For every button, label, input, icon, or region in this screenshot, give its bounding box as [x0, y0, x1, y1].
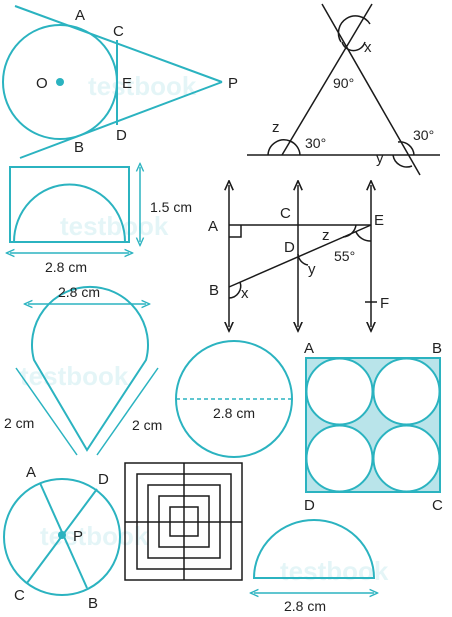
label-c-chords: C: [14, 587, 25, 604]
label-d-chords: D: [98, 471, 109, 488]
label-cone-left: 2 cm: [4, 415, 34, 431]
label-y: y: [376, 150, 384, 167]
chord-circle: [3, 478, 121, 596]
angle-arc-x: [337, 15, 371, 43]
center-point-o: [56, 78, 64, 86]
square-circles-figure: A B D C: [304, 340, 443, 514]
watermark-text-5: testbook: [40, 521, 149, 551]
cone-right-dimension: [96, 367, 159, 456]
circle-top-left: [305, 357, 374, 426]
right-angle-mark: [229, 225, 242, 238]
cone-outline: [31, 285, 149, 452]
label-a: A: [75, 7, 85, 24]
tangent-line-upper: [14, 5, 223, 83]
cone-figure: 2.8 cm 2 cm 2 cm: [4, 284, 162, 456]
label-d-square: D: [304, 497, 315, 514]
angle-arc-y: [392, 154, 413, 168]
angle-arc-55: [355, 231, 372, 242]
rectangle: [9, 166, 130, 243]
parallel-lines-figure: A C E D z 55° y B x F: [208, 185, 389, 327]
angle-arc-30-left: [289, 140, 301, 156]
rectangle-semicircle-figure: 1.5 cm 2.8 cm: [10, 167, 192, 275]
watermark-text-1: testbook: [88, 71, 197, 101]
label-d-parallel: D: [284, 239, 295, 256]
label-a-chords: A: [26, 464, 36, 481]
circle-chords-figure: A D P C B: [3, 464, 121, 612]
semicircle-figure: 2.8 cm: [252, 519, 376, 614]
label-diameter: 2.8 cm: [213, 405, 255, 421]
label-b-square: B: [432, 340, 442, 357]
label-x: x: [364, 39, 372, 56]
label-e-parallel: E: [374, 212, 384, 229]
label-30-right: 30°: [413, 127, 434, 143]
cone-left-dimension: [15, 367, 78, 456]
label-cone-width: 2.8 cm: [58, 284, 100, 300]
circle-bottom-right: [372, 424, 441, 493]
label-c-parallel: C: [280, 205, 291, 222]
label-b-parallel: B: [209, 282, 219, 299]
left-slanted-line: [281, 3, 373, 156]
angle-arc-90: [341, 41, 366, 52]
label-e: E: [122, 75, 132, 92]
angle-arc-z-parallel: [342, 224, 357, 238]
label-z-parallel: z: [322, 227, 330, 244]
label-d: D: [116, 127, 127, 144]
nested-squares-figure: [124, 462, 243, 581]
tangent-circle-figure: A C O E P D B: [2, 5, 238, 159]
watermark-text-2: testbook: [60, 211, 169, 241]
label-semicircle-width: 2.8 cm: [284, 598, 326, 614]
label-o: O: [36, 75, 48, 92]
watermark-text-6: testbook: [280, 556, 389, 586]
label-30-left: 30°: [305, 135, 326, 151]
label-x-parallel: x: [241, 285, 249, 302]
label-b-chords: B: [88, 595, 98, 612]
intersection-point-p: [58, 531, 66, 539]
label-height-dim: 1.5 cm: [150, 199, 192, 215]
angle-lines-figure: x 90° z 30° 30° y: [247, 3, 440, 176]
label-p-chords: P: [73, 528, 83, 545]
label-p: P: [228, 75, 238, 92]
label-b: B: [74, 139, 84, 156]
label-width-dim: 2.8 cm: [45, 259, 87, 275]
label-f-parallel: F: [380, 295, 389, 312]
label-a-square: A: [304, 340, 314, 357]
angle-arc-z: [267, 139, 291, 156]
label-c: C: [113, 23, 124, 40]
semicircle: [252, 519, 376, 579]
label-cone-right: 2 cm: [132, 417, 162, 433]
angle-arc-y-parallel: [297, 253, 309, 266]
circle-top-right: [372, 357, 441, 426]
label-a-parallel: A: [208, 218, 218, 235]
label-y-parallel: y: [308, 261, 316, 278]
inner-semicircle: [13, 183, 126, 243]
label-c-square: C: [432, 497, 443, 514]
tangent-line-lower: [19, 81, 223, 159]
label-55: 55°: [334, 248, 355, 264]
angle-arc-x-parallel: [228, 281, 242, 299]
angle-arc-30-right: [397, 141, 415, 156]
label-z: z: [272, 119, 280, 136]
circle-diameter-figure: 2.8 cm: [175, 340, 293, 458]
label-90: 90°: [333, 75, 354, 91]
circle-bottom-left: [305, 424, 374, 493]
